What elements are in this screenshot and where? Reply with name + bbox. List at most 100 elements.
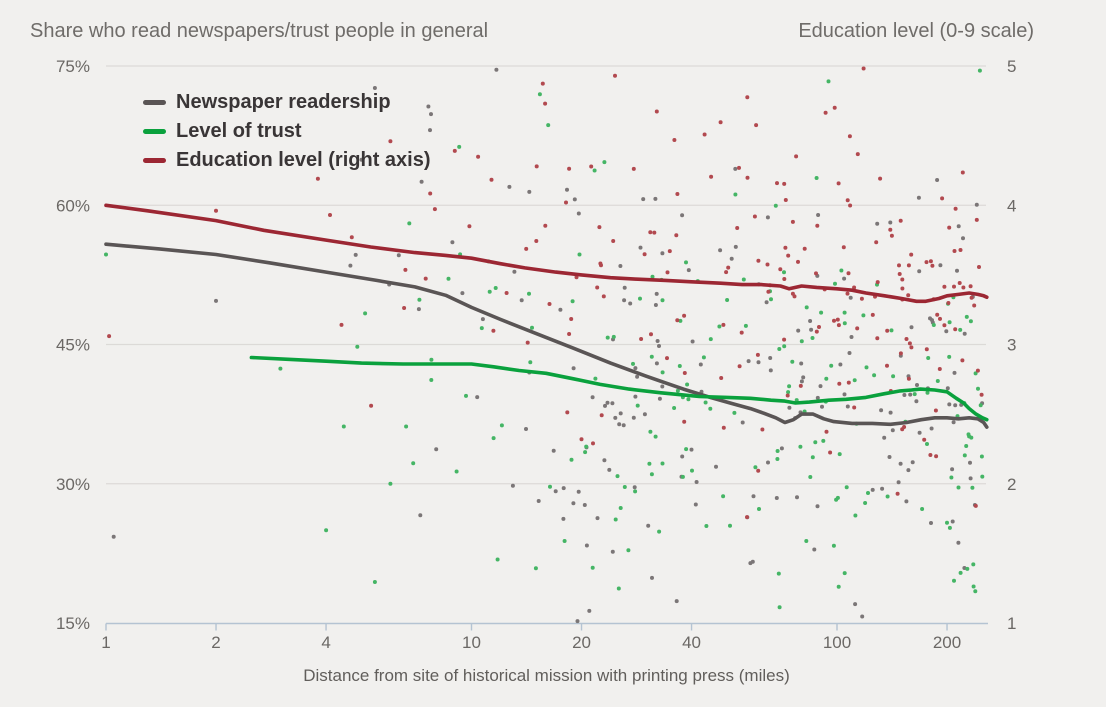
scatter-dot [650, 575, 654, 580]
scatter-dot [708, 406, 713, 411]
scatter-dot [561, 486, 566, 491]
scatter-dot [621, 423, 626, 428]
scatter-dot [888, 227, 893, 232]
scatter-dot [672, 138, 677, 142]
scatter-dot [635, 374, 640, 379]
scatter-dot [815, 504, 820, 509]
scatter-dot [942, 284, 947, 289]
scatter-dot [616, 586, 621, 591]
scatter-dot [418, 513, 423, 518]
scatter-dot [570, 299, 575, 304]
scatter-dot [978, 403, 983, 408]
scatter-dot [491, 436, 496, 441]
scatter-dot [847, 351, 852, 355]
scatter-dot [906, 468, 911, 473]
scatter-dot [615, 474, 620, 479]
scatter-dot [655, 339, 660, 343]
scatter-dot [610, 549, 615, 554]
scatter-dot [411, 461, 416, 466]
scatter-dot [512, 269, 517, 274]
scatter-dot [925, 442, 929, 446]
scatter-dot [739, 330, 744, 335]
scatter-dot [547, 302, 552, 306]
scatter-dot [546, 123, 551, 128]
scatter-dot [551, 448, 556, 453]
scatter-dot [680, 454, 685, 459]
scatter-dot [908, 392, 913, 397]
scatter-dot [890, 428, 895, 433]
scatter-dot [826, 79, 831, 84]
scatter-dot [733, 244, 738, 249]
scatter-dot [426, 104, 431, 109]
scatter-dot [785, 393, 790, 398]
scatter-dot [775, 181, 779, 186]
scatter-dot [450, 240, 455, 245]
scatter-dot [947, 525, 952, 530]
scatter-dot [836, 584, 841, 589]
scatter-dot [845, 291, 850, 296]
scatter-dot [631, 361, 635, 366]
scatter-dot [878, 176, 883, 181]
scatter-dot [372, 580, 377, 584]
scatter-dot [690, 468, 694, 473]
scatter-dot [814, 271, 818, 276]
scatter-dot [584, 543, 589, 548]
scatter-dot [889, 233, 894, 238]
scatter-dot [611, 239, 616, 243]
scatter-dot [942, 323, 947, 328]
scatter-dot [930, 263, 935, 268]
x-axis-title: Distance from site of historical mission… [303, 666, 790, 685]
scatter-dot [756, 258, 761, 263]
scatter-dot [646, 523, 651, 528]
scatter-dot [823, 110, 828, 115]
scatter-dot [572, 197, 577, 202]
scatter-dot [480, 317, 485, 322]
x-tick-label: 4 [321, 633, 330, 652]
legend: Newspaper readership Level of trust Educ… [143, 88, 431, 175]
scatter-dot [507, 184, 512, 189]
scatter-dot [798, 383, 803, 388]
scatter-dot [952, 578, 956, 583]
scatter-dot [278, 366, 283, 371]
scatter-dot [584, 444, 589, 449]
scatter-dot [916, 195, 921, 200]
scatter-dot [519, 298, 524, 303]
scatter-dot [653, 303, 658, 307]
scatter-dot [928, 453, 933, 457]
scatter-dot [853, 602, 858, 607]
scatter-dot [979, 392, 984, 397]
scatter-dot [782, 270, 786, 275]
scatter-dot [635, 403, 640, 408]
scatter-dot [776, 571, 781, 576]
scatter-dot [835, 317, 840, 322]
scatter-dot [328, 213, 332, 217]
scatter-dot [653, 434, 658, 439]
scatter-dot [938, 263, 943, 268]
scatter-dot [613, 517, 618, 522]
scatter-dot [846, 380, 851, 385]
scatter-dot [743, 323, 748, 328]
scatter-dot [684, 260, 688, 265]
scatter-dot [602, 160, 607, 165]
trend-line-layer [104, 203, 989, 429]
scatter-dot [909, 345, 914, 350]
scatter-dot [675, 388, 680, 393]
scatter-dot [590, 565, 595, 570]
scatter-dot [657, 529, 662, 534]
scatter-dot [930, 318, 934, 323]
scatter-dot [569, 457, 574, 462]
scatter-dot [388, 139, 393, 144]
scatter-dot [751, 494, 756, 499]
scatter-dot [855, 326, 860, 331]
scatter-dot [887, 455, 892, 459]
scatter-dot [617, 422, 622, 427]
scatter-dot [733, 166, 738, 171]
scatter-dot [665, 356, 669, 361]
scatter-dot [665, 270, 670, 275]
scatter-dot [599, 413, 604, 418]
scatter-dot [717, 324, 722, 329]
scatter-dot [349, 235, 354, 240]
scatter-dot [960, 170, 965, 175]
scatter-dot [540, 81, 545, 86]
scatter-dot [810, 336, 815, 340]
